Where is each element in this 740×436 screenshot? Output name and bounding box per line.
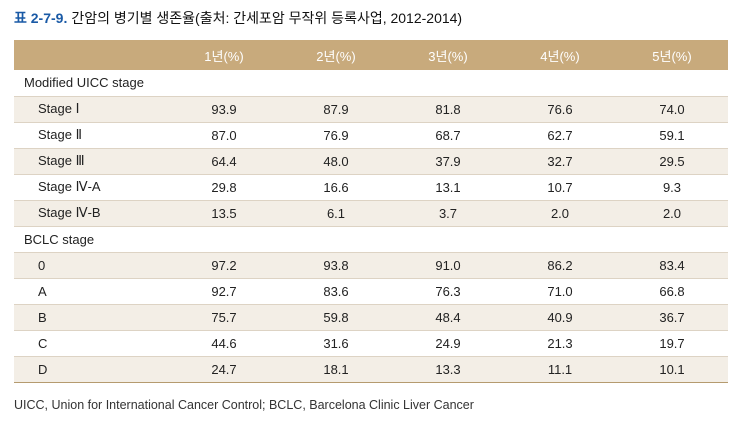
value-cell: 97.2 (168, 252, 280, 279)
row-label: Stage Ⅳ-A (14, 174, 168, 201)
row-label: Stage Ⅳ-B (14, 200, 168, 227)
value-cell: 44.6 (168, 330, 280, 357)
value-cell: 48.4 (392, 304, 504, 331)
survival-table: 1년(%) 2년(%) 3년(%) 4년(%) 5년(%) Modified U… (14, 40, 728, 383)
value-cell: 13.1 (392, 174, 504, 201)
table-row: Stage Ⅲ 64.4 48.0 37.9 32.7 29.5 (14, 148, 728, 175)
row-label: 0 (14, 252, 168, 279)
value-cell: 19.7 (616, 330, 728, 357)
value-cell: 29.5 (616, 148, 728, 175)
row-label: C (14, 330, 168, 357)
table-body: Modified UICC stage Stage Ⅰ 93.9 87.9 81.8 76… (14, 70, 728, 383)
table-row: Stage Ⅳ-A 29.8 16.6 13.1 10.7 9.3 (14, 174, 728, 201)
value-cell: 68.7 (392, 122, 504, 149)
value-cell: 93.8 (280, 252, 392, 279)
value-cell: 76.9 (280, 122, 392, 149)
value-cell: 64.4 (168, 148, 280, 175)
table-header-row: 1년(%) 2년(%) 3년(%) 4년(%) 5년(%) (14, 40, 728, 70)
value-cell: 59.8 (280, 304, 392, 331)
value-cell: 16.6 (280, 174, 392, 201)
value-cell: 75.7 (168, 304, 280, 331)
value-cell: 32.7 (504, 148, 616, 175)
value-cell: 24.9 (392, 330, 504, 357)
row-label: A (14, 278, 168, 305)
value-cell: 62.7 (504, 122, 616, 149)
table-row: C 44.6 31.6 24.9 21.3 19.7 (14, 330, 728, 357)
table-row: Stage Ⅰ 93.9 87.9 81.8 76.6 74.0 (14, 96, 728, 123)
section-row: Modified UICC stage (14, 70, 728, 97)
section-label: BCLC stage (14, 226, 728, 253)
value-cell: 10.7 (504, 174, 616, 201)
caption-number: 표 2-7-9. (14, 10, 68, 26)
header-cell-year4: 4년(%) (540, 48, 580, 64)
table-row: B 75.7 59.8 48.4 40.9 36.7 (14, 304, 728, 331)
value-cell: 13.3 (392, 356, 504, 383)
table-row: A 92.7 83.6 76.3 71.0 66.8 (14, 278, 728, 305)
value-cell: 36.7 (616, 304, 728, 331)
value-cell: 86.2 (504, 252, 616, 279)
value-cell: 6.1 (280, 200, 392, 227)
value-cell: 91.0 (392, 252, 504, 279)
section-row: BCLC stage (14, 226, 728, 253)
value-cell: 13.5 (168, 200, 280, 227)
table-caption: 표 2-7-9. 간암의 병기별 생존율(출처: 간세포암 무작위 등록사업, 2… (14, 8, 462, 28)
value-cell: 48.0 (280, 148, 392, 175)
table-row: D 24.7 18.1 13.3 11.1 10.1 (14, 356, 728, 383)
table-row: 0 97.2 93.8 91.0 86.2 83.4 (14, 252, 728, 279)
value-cell: 24.7 (168, 356, 280, 383)
row-label: D (14, 356, 168, 383)
value-cell: 9.3 (616, 174, 728, 201)
value-cell: 11.1 (504, 356, 616, 383)
value-cell: 10.1 (616, 356, 728, 383)
header-cell-year2: 2년(%) (316, 48, 356, 64)
value-cell: 29.8 (168, 174, 280, 201)
table-row: Stage Ⅱ 87.0 76.9 68.7 62.7 59.1 (14, 122, 728, 149)
row-label: Stage Ⅱ (14, 122, 168, 149)
value-cell: 37.9 (392, 148, 504, 175)
value-cell: 71.0 (504, 278, 616, 305)
caption-title: 간암의 병기별 생존율(출처: 간세포암 무작위 등록사업, 2012-2014… (71, 10, 463, 26)
header-cell-year1: 1년(%) (204, 48, 244, 64)
table-row: Stage Ⅳ-B 13.5 6.1 3.7 2.0 2.0 (14, 200, 728, 227)
value-cell: 66.8 (616, 278, 728, 305)
value-cell: 2.0 (616, 200, 728, 227)
value-cell: 92.7 (168, 278, 280, 305)
value-cell: 59.1 (616, 122, 728, 149)
header-cell-year5: 5년(%) (652, 48, 692, 64)
value-cell: 3.7 (392, 200, 504, 227)
value-cell: 87.9 (280, 96, 392, 123)
value-cell: 18.1 (280, 356, 392, 383)
row-label: Stage Ⅲ (14, 148, 168, 175)
value-cell: 83.6 (280, 278, 392, 305)
value-cell: 2.0 (504, 200, 616, 227)
section-label: Modified UICC stage (14, 70, 728, 97)
value-cell: 76.6 (504, 96, 616, 123)
value-cell: 93.9 (168, 96, 280, 123)
value-cell: 87.0 (168, 122, 280, 149)
value-cell: 21.3 (504, 330, 616, 357)
header-cell-year3: 3년(%) (428, 48, 468, 64)
value-cell: 40.9 (504, 304, 616, 331)
header-cell-empty (14, 40, 168, 70)
value-cell: 81.8 (392, 96, 504, 123)
table-footnote: UICC, Union for International Cancer Con… (14, 398, 474, 412)
value-cell: 31.6 (280, 330, 392, 357)
row-label: Stage Ⅰ (14, 96, 168, 123)
value-cell: 83.4 (616, 252, 728, 279)
row-label: B (14, 304, 168, 331)
value-cell: 74.0 (616, 96, 728, 123)
value-cell: 76.3 (392, 278, 504, 305)
